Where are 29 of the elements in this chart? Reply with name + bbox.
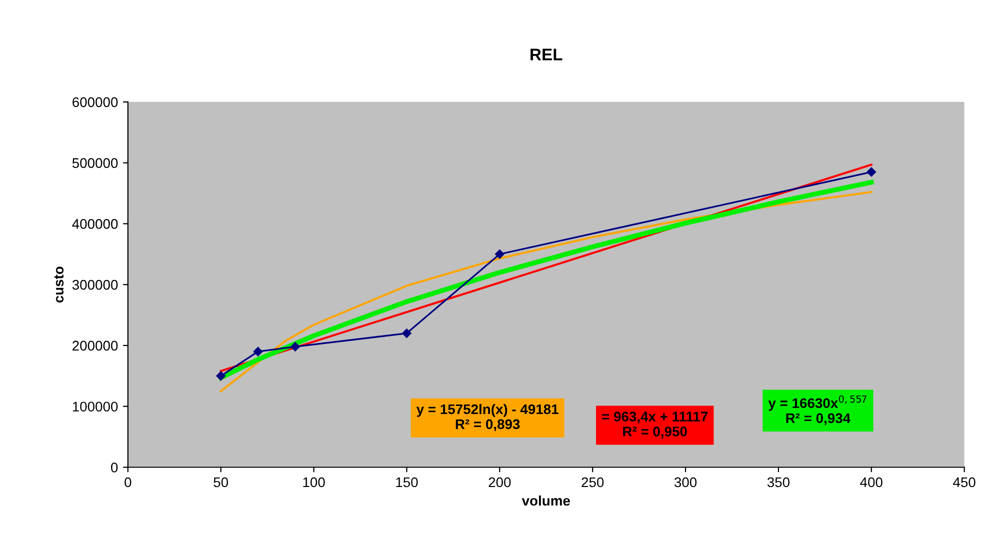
y-tick-label: 300000 [72, 280, 118, 290]
x-tick-label: 150 [396, 477, 418, 488]
x-axis-title: volume [522, 495, 570, 506]
x-tick-label: 400 [860, 477, 882, 488]
point [866, 167, 876, 177]
point [495, 250, 504, 259]
x-tick-label: 0 [124, 477, 132, 488]
annotation: y = 16630x$^{0,557}$ R² = 0,934 [768, 395, 866, 426]
x-tick-label: 300 [674, 477, 697, 488]
point [290, 342, 300, 352]
chart-title: REL [530, 48, 562, 60]
y-tick-label: 500000 [72, 158, 118, 168]
y-tick-label: 400000 [72, 219, 118, 229]
annotation: y = 15752ln(x) - 49181 R² = 0,893 [416, 404, 558, 432]
y-tick-label: 200000 [72, 340, 118, 351]
y-tick-label: 0 [111, 462, 118, 472]
y-tick-label: 100000 [72, 402, 118, 412]
point [253, 346, 263, 356]
annotation: = 963,4x + 11117 R² = 0,950 [602, 412, 708, 438]
y-axis-title: custo [54, 266, 64, 303]
x-tick-label: 250 [582, 477, 604, 488]
x-tick-label: 100 [303, 477, 325, 488]
point [402, 328, 412, 338]
point [216, 371, 226, 381]
x-tick-label: 350 [767, 477, 790, 488]
x-tick-label: 200 [488, 477, 511, 488]
y-tick-label: 600000 [72, 97, 118, 108]
x-tick-label: 50 [214, 477, 228, 488]
x-tick-label: 450 [953, 477, 976, 488]
